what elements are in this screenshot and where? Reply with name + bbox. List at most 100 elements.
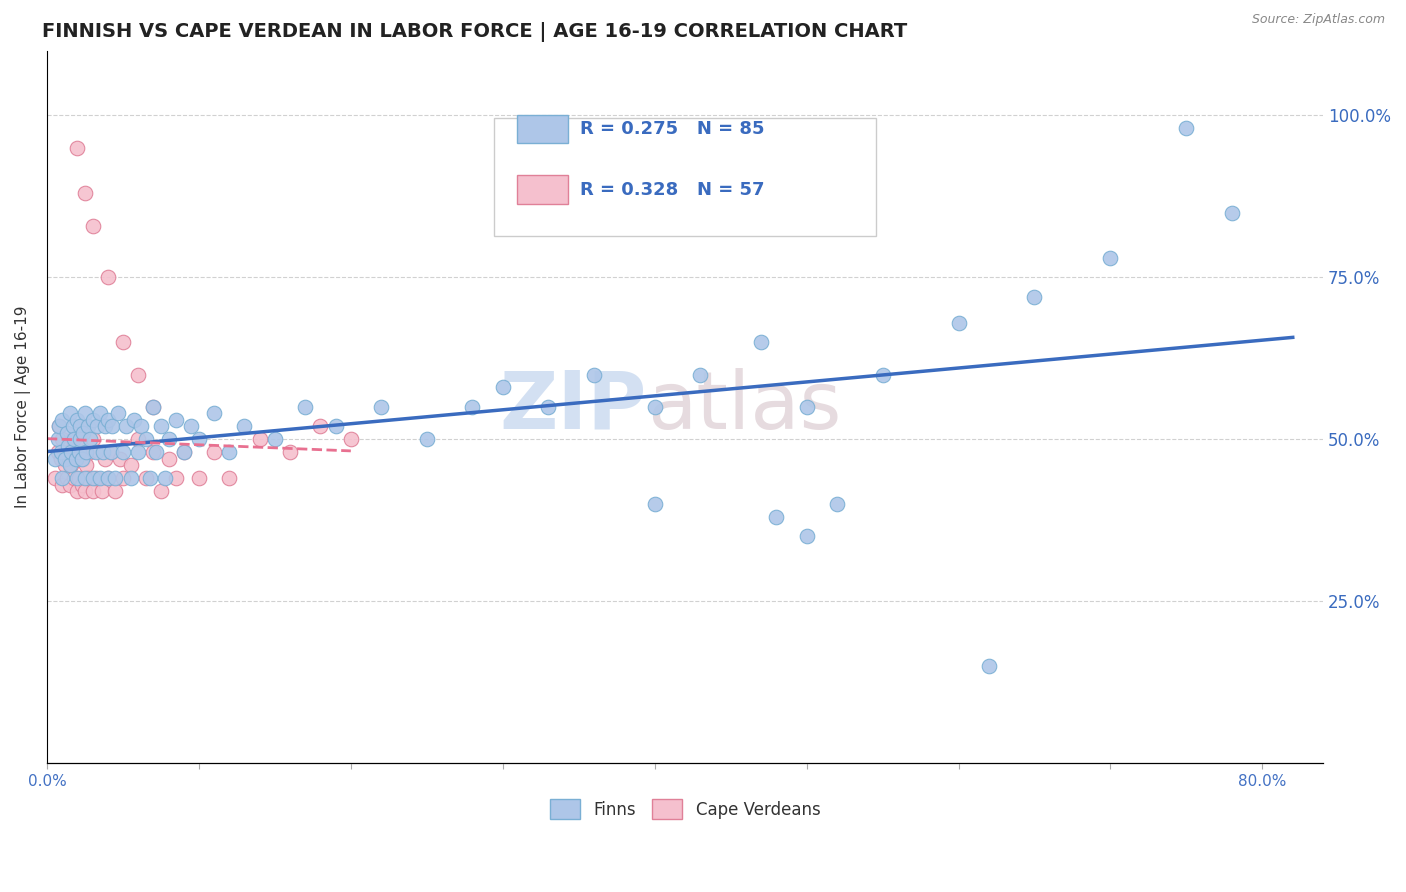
Point [142,400,165,414]
Point [218,471,240,485]
Point [187,432,209,446]
Point [1099,251,1122,265]
FancyBboxPatch shape [516,176,568,204]
Point [70,451,93,466]
Point [93,451,115,466]
Point [127,432,149,446]
Point [66,141,89,155]
Point [104,484,127,499]
Point [173,445,195,459]
Point [89,471,111,485]
Point [309,419,332,434]
Point [97,413,120,427]
Point [582,368,605,382]
Point [66,432,89,446]
Point [135,432,157,446]
Point [108,451,131,466]
Point [749,335,772,350]
Point [48,419,70,434]
Point [60,445,83,459]
Point [278,445,301,459]
Point [97,270,120,285]
Point [62,419,84,434]
Point [82,413,104,427]
Point [58,439,80,453]
Point [765,510,787,524]
Point [73,484,96,499]
Point [82,432,104,446]
Point [69,419,91,434]
Point [59,458,82,473]
FancyBboxPatch shape [516,115,568,144]
Point [69,432,91,446]
Y-axis label: In Labor Force | Age 16-19: In Labor Force | Age 16-19 [15,306,31,508]
Point [49,451,72,466]
Text: R = 0.328   N = 57: R = 0.328 N = 57 [581,180,765,199]
Point [73,471,96,485]
Point [796,400,818,414]
Point [100,445,122,459]
Point [82,219,104,233]
Point [53,451,76,466]
Point [142,445,165,459]
Point [111,471,134,485]
Point [104,471,127,485]
Point [44,471,66,485]
Point [89,406,111,420]
Point [65,451,87,466]
Point [48,419,70,434]
Point [127,445,149,459]
Point [84,471,107,485]
Point [51,432,73,446]
Point [796,529,818,543]
Point [79,432,101,446]
Point [76,458,98,473]
Point [1024,290,1046,304]
Text: FINNISH VS CAPE VERDEAN IN LABOR FORCE | AGE 16-19 CORRELATION CHART: FINNISH VS CAPE VERDEAN IN LABOR FORCE |… [42,22,907,42]
Point [84,445,107,459]
Point [263,432,285,446]
Point [82,471,104,485]
Point [157,432,180,446]
Point [65,451,87,466]
Point [202,445,225,459]
Point [79,445,101,459]
Point [44,451,66,466]
Point [120,458,142,473]
Point [689,368,711,382]
Point [55,425,77,440]
Text: ZIP: ZIP [499,368,647,446]
Point [165,413,187,427]
Point [63,432,86,446]
Point [644,497,666,511]
Point [492,380,515,394]
Point [91,445,114,459]
Point [644,400,666,414]
Point [340,432,363,446]
Point [165,471,187,485]
Point [149,419,172,434]
Point [51,413,73,427]
Point [66,413,89,427]
Point [100,445,122,459]
Point [55,471,77,485]
Point [72,451,94,466]
Point [59,477,82,491]
FancyBboxPatch shape [494,119,876,235]
Point [49,445,72,459]
Point [60,458,83,473]
Point [67,445,90,459]
Point [87,445,110,459]
Point [46,445,69,459]
Point [86,419,108,434]
Point [173,445,195,459]
Point [72,425,94,440]
Point [101,419,124,434]
Point [537,400,560,414]
Point [46,432,69,446]
Point [82,484,104,499]
Point [93,419,115,434]
Point [461,400,484,414]
Point [825,497,848,511]
Point [53,458,76,473]
